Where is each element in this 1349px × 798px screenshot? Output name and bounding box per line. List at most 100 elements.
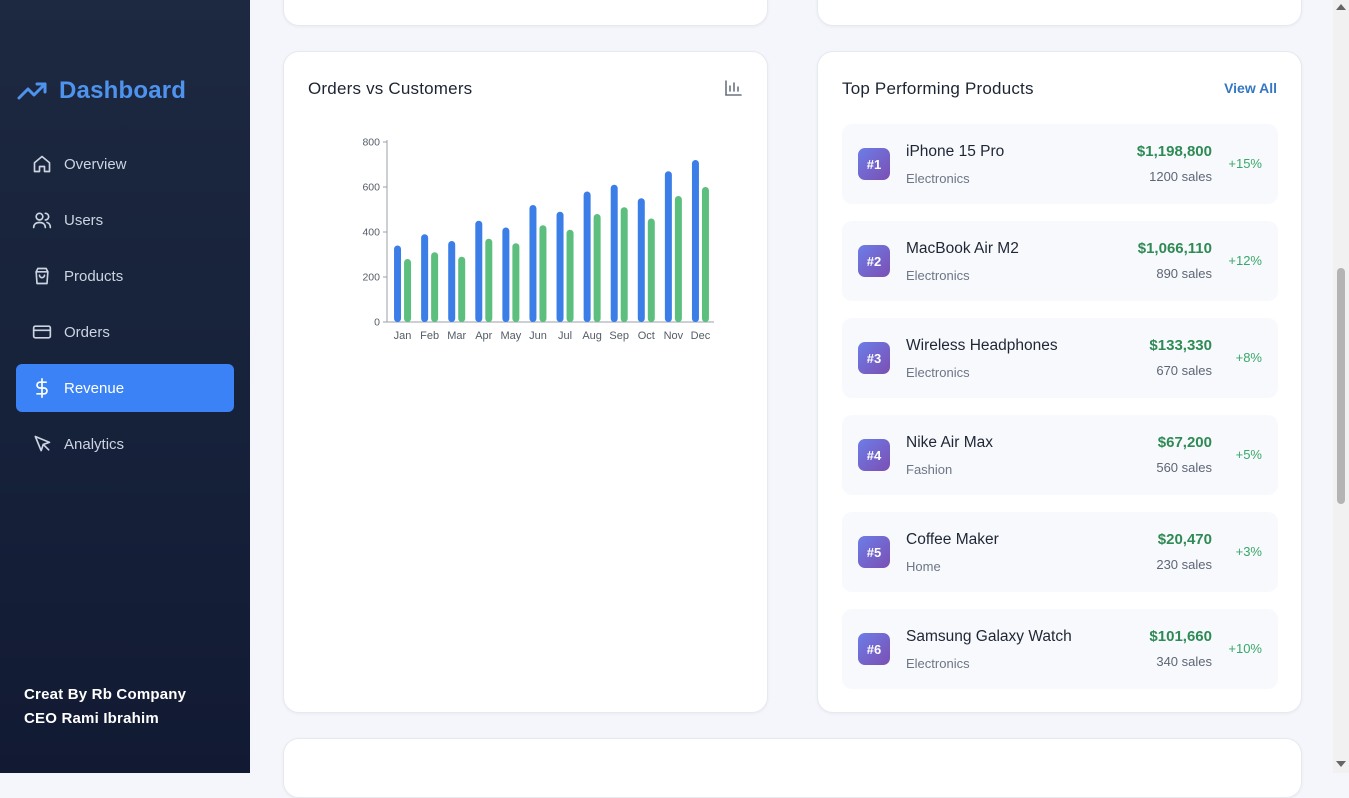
stat-card (817, 0, 1302, 26)
product-stats: $1,198,800 1200 sales (1137, 143, 1212, 184)
product-category: Electronics (906, 268, 970, 283)
product-revenue: $1,066,110 (1137, 240, 1212, 257)
product-item[interactable]: #2 MacBook Air M2 Electronics $1,066,110… (842, 221, 1278, 301)
sidebar-item-label: Users (64, 211, 104, 229)
product-stats: $101,660 340 sales (1149, 628, 1212, 669)
view-all-link[interactable]: View All (1224, 80, 1277, 96)
bar-series-1 (664, 171, 672, 322)
product-name: Wireless Headphones (906, 337, 1058, 354)
bar-series-1 (448, 241, 456, 322)
products-title: Top Performing Products (842, 79, 1034, 98)
x-tick-label: Mar (447, 330, 466, 342)
brand-title: Dashboard (59, 77, 187, 104)
product-sales: 340 sales (1156, 654, 1212, 669)
y-tick-label: 600 (362, 182, 380, 194)
product-name: Nike Air Max (906, 434, 993, 451)
y-tick-label: 800 (362, 137, 380, 149)
sidebar-item-label: Overview (64, 155, 127, 173)
rank-badge: #2 (858, 245, 890, 277)
scrollbar-thumb[interactable] (1337, 268, 1345, 504)
x-tick-label: Sep (609, 330, 629, 342)
rank-badge: #4 (858, 439, 890, 471)
bar-series-1 (610, 184, 618, 322)
bar-series-2 (620, 207, 628, 322)
sidebar-item-orders[interactable]: Orders (16, 308, 234, 356)
product-category: Electronics (906, 656, 970, 671)
bar-series-2 (404, 259, 412, 322)
product-stats: $67,200 560 sales (1156, 434, 1212, 475)
cursor-icon (34, 435, 51, 452)
chart-title: Orders vs Customers (308, 79, 473, 98)
product-category: Home (906, 559, 941, 574)
x-tick-label: Oct (638, 330, 655, 342)
x-tick-label: Dec (691, 330, 711, 342)
product-revenue: $67,200 (1157, 434, 1212, 451)
bar-series-1 (502, 227, 510, 322)
bar-series-1 (583, 191, 591, 322)
shopping-bag-icon (35, 267, 49, 285)
product-name: iPhone 15 Pro (906, 143, 1005, 160)
product-category: Fashion (906, 462, 953, 477)
product-growth: +5% (1235, 447, 1262, 462)
scroll-up-arrow[interactable] (1336, 4, 1346, 10)
product-item[interactable]: #4 Nike Air Max Fashion $67,200 560 sale… (842, 415, 1278, 495)
credit-card-icon (32, 325, 52, 339)
y-tick-label: 0 (374, 317, 380, 329)
product-sales: 670 sales (1156, 363, 1212, 378)
sidebar-item-label: Revenue (64, 379, 125, 397)
sidebar-item-revenue[interactable]: Revenue (16, 364, 234, 412)
bar-series-1 (637, 198, 645, 322)
x-tick-label: Apr (475, 330, 492, 342)
bar-series-2 (593, 214, 601, 322)
product-stats: $1,066,110 890 sales (1138, 240, 1212, 281)
bar-series-1 (529, 205, 537, 322)
product-list: #1 iPhone 15 Pro Electronics $1,198,800 … (842, 124, 1278, 706)
sidebar-item-overview[interactable]: Overview (16, 140, 234, 188)
bar-series-2 (512, 243, 520, 322)
bar-series-2 (701, 187, 709, 322)
product-stats: $133,330 670 sales (1149, 337, 1212, 378)
home-icon (33, 155, 51, 173)
product-sales: 1200 sales (1149, 169, 1212, 184)
trending-up-icon (17, 82, 47, 100)
x-tick-label: May (500, 330, 521, 342)
credits-company: Creat By Rb Company (24, 686, 187, 703)
credits: Creat By Rb Company CEO Rami Ibrahim (24, 683, 186, 731)
product-category: Electronics (906, 365, 970, 380)
orders-chart-card: Orders vs Customers 0 200 400 600 800 Jan Feb M… (283, 51, 768, 713)
bottom-card (283, 738, 1302, 798)
sidebar-item-label: Analytics (64, 435, 125, 453)
brand[interactable]: Dashboard (17, 74, 186, 108)
product-revenue: $20,470 (1157, 531, 1212, 548)
x-tick-label: Nov (664, 330, 684, 342)
stat-card (283, 0, 768, 26)
bar-series-2 (539, 225, 547, 322)
sidebar-item-products[interactable]: Products (16, 252, 234, 300)
rank-badge: #5 (858, 536, 890, 568)
bar-series-1 (475, 220, 483, 322)
bar-series-1 (556, 211, 564, 322)
product-sales: 890 sales (1156, 266, 1212, 281)
bar-chart-icon[interactable] (723, 78, 743, 98)
scroll-down-arrow[interactable] (1336, 761, 1346, 767)
y-tick-label: 200 (362, 272, 380, 284)
x-tick-label: Aug (582, 330, 602, 342)
product-revenue: $1,198,800 (1136, 143, 1212, 160)
product-item[interactable]: #6 Samsung Galaxy Watch Electronics $101… (842, 609, 1278, 689)
top-products-card: Top Performing Products View All #1 iPho… (817, 51, 1302, 713)
product-growth: +12% (1228, 253, 1262, 268)
x-tick-label: Feb (420, 330, 439, 342)
product-stats: $20,470 230 sales (1156, 531, 1212, 572)
rank-badge: #6 (858, 633, 890, 665)
sidebar-item-users[interactable]: Users (16, 196, 234, 244)
product-item[interactable]: #3 Wireless Headphones Electronics $133,… (842, 318, 1278, 398)
product-item[interactable]: #5 Coffee Maker Home $20,470 230 sales +… (842, 512, 1278, 592)
sidebar-item-analytics[interactable]: Analytics (16, 420, 234, 468)
y-tick-label: 400 (362, 227, 380, 239)
product-name: Coffee Maker (906, 531, 999, 548)
users-icon (32, 212, 52, 229)
bar-series-2 (647, 218, 655, 322)
product-item[interactable]: #1 iPhone 15 Pro Electronics $1,198,800 … (842, 124, 1278, 204)
bar-series-2 (431, 252, 439, 322)
bar-series-2 (458, 256, 466, 322)
